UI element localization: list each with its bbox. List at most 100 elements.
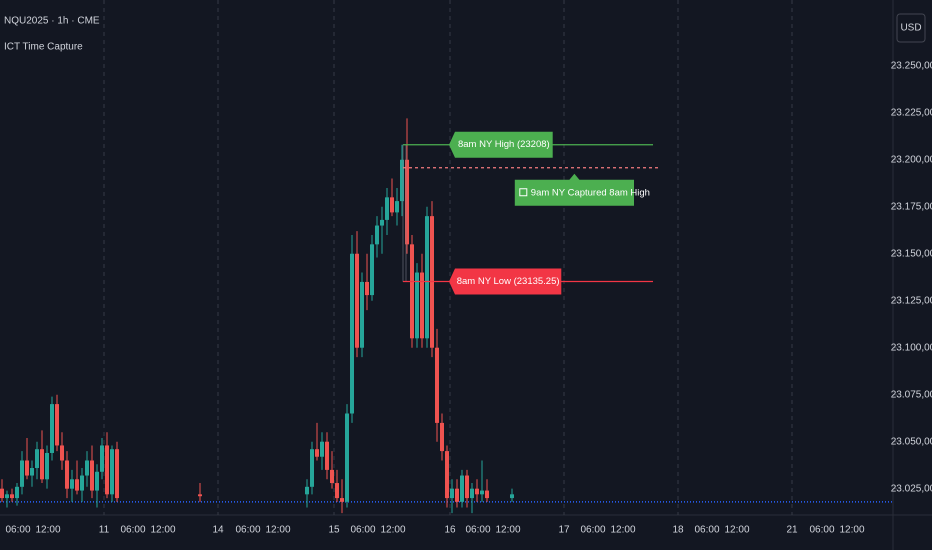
- x-tick-label: 06:00: [580, 525, 605, 536]
- level-label-box: [514, 173, 634, 206]
- candle-body: [60, 445, 64, 461]
- candle-body: [305, 486, 309, 495]
- candle-body: [100, 445, 104, 472]
- candle-body: [455, 488, 459, 502]
- candle-body: [198, 494, 202, 497]
- y-tick-label: 23.200,00: [891, 154, 932, 165]
- candle-body: [485, 490, 489, 499]
- candle-body: [390, 197, 394, 213]
- candle-body: [40, 449, 44, 480]
- candle-body: [5, 494, 9, 499]
- x-tick-label: 21: [786, 525, 798, 536]
- x-tick-label: 12:00: [610, 525, 635, 536]
- candle-body: [460, 475, 464, 502]
- candle-body: [420, 272, 424, 339]
- x-tick-label: 17: [558, 525, 570, 536]
- candle-body: [470, 488, 474, 499]
- candle-body: [370, 244, 374, 296]
- candle-body: [425, 216, 429, 339]
- candle-body: [310, 449, 314, 487]
- candle-body: [335, 483, 339, 499]
- candle-body: [440, 422, 444, 452]
- x-tick-label: 12:00: [150, 525, 175, 536]
- candle-body: [510, 494, 514, 499]
- candle-body: [320, 441, 324, 457]
- candle-body: [20, 460, 24, 487]
- x-tick-label: 12:00: [35, 525, 60, 536]
- x-tick-label: 12:00: [265, 525, 290, 536]
- candle-body: [85, 460, 89, 476]
- candle-body: [360, 281, 364, 348]
- x-tick-label: 06:00: [120, 525, 145, 536]
- candle-body: [410, 244, 414, 339]
- candle-body: [340, 498, 344, 502]
- candle-body: [105, 445, 109, 495]
- candle-body: [450, 488, 454, 499]
- candle-body: [415, 272, 419, 339]
- chart-title: NQU2025 · 1h · CME: [4, 16, 100, 27]
- x-tick-label: 15: [328, 525, 340, 536]
- x-tick-label: 11: [99, 525, 110, 536]
- x-tick-label: 06:00: [350, 525, 375, 536]
- level-label: 9am NY Captured 8am High: [531, 187, 650, 198]
- x-tick-label: 12:00: [839, 525, 864, 536]
- candle-body: [400, 159, 404, 202]
- x-tick-label: 16: [444, 525, 456, 536]
- level-label-box: [449, 268, 562, 295]
- candle-body: [70, 479, 74, 489]
- x-tick-label: 14: [212, 525, 224, 536]
- candle-body: [95, 471, 99, 491]
- x-tick-label: 06:00: [694, 525, 719, 536]
- plot: 23.025,00 23.050,00 23.075,00 23.100,00 23.1…: [0, 0, 932, 536]
- x-tick-label: 18: [672, 525, 684, 536]
- candle-body: [480, 490, 484, 495]
- y-tick-label: 23.025,00: [891, 483, 932, 494]
- candle-body: [0, 488, 4, 499]
- check-icon: [519, 188, 528, 197]
- level-label: 8am NY Low (23135.25): [457, 276, 560, 287]
- candle-body: [15, 486, 19, 499]
- candle-body: [445, 451, 449, 499]
- candle-body: [110, 449, 114, 495]
- candle-body: [50, 404, 54, 453]
- candle-body: [375, 225, 379, 245]
- candle-body: [330, 469, 334, 484]
- candle-body: [465, 475, 469, 499]
- y-tick-label: 23.075,00: [891, 389, 932, 400]
- candle-body: [380, 219, 384, 226]
- candle-body: [350, 253, 354, 414]
- x-tick-label: 06:00: [465, 525, 490, 536]
- currency-label[interactable]: USD: [900, 23, 921, 34]
- candle-body: [325, 441, 329, 470]
- candle-body: [55, 404, 59, 446]
- candle-body: [45, 452, 49, 480]
- x-tick-label: 06:00: [809, 525, 834, 536]
- level-label: 8am NY High (23208): [458, 139, 550, 150]
- x-tick-label: 12:00: [495, 525, 520, 536]
- candle-body: [345, 413, 349, 502]
- y-tick-label: 23.050,00: [891, 436, 932, 447]
- candle-body: [35, 449, 39, 469]
- candle-body: [385, 197, 389, 220]
- y-tick-label: 23.125,00: [891, 295, 932, 306]
- candle-body: [75, 479, 79, 491]
- candle-body: [80, 475, 84, 491]
- candle-body: [435, 347, 439, 423]
- candle-body: [395, 201, 399, 213]
- x-tick-label: 06:00: [5, 525, 30, 536]
- currency-button[interactable]: [896, 13, 926, 43]
- x-tick-label: 06:00: [235, 525, 260, 536]
- indicator-name: ICT Time Capture: [4, 42, 83, 53]
- candle-body: [25, 460, 29, 476]
- candle-body: [355, 253, 359, 348]
- y-tick-label: 23.250,00: [891, 60, 932, 71]
- x-tick-label: 12:00: [380, 525, 405, 536]
- x-tick-label: 12:00: [724, 525, 749, 536]
- candle-body: [30, 468, 34, 476]
- y-tick-label: 23.150,00: [891, 248, 932, 259]
- level-label-box: [449, 131, 553, 158]
- candle-body: [10, 494, 14, 499]
- y-tick-label: 23.175,00: [891, 201, 932, 212]
